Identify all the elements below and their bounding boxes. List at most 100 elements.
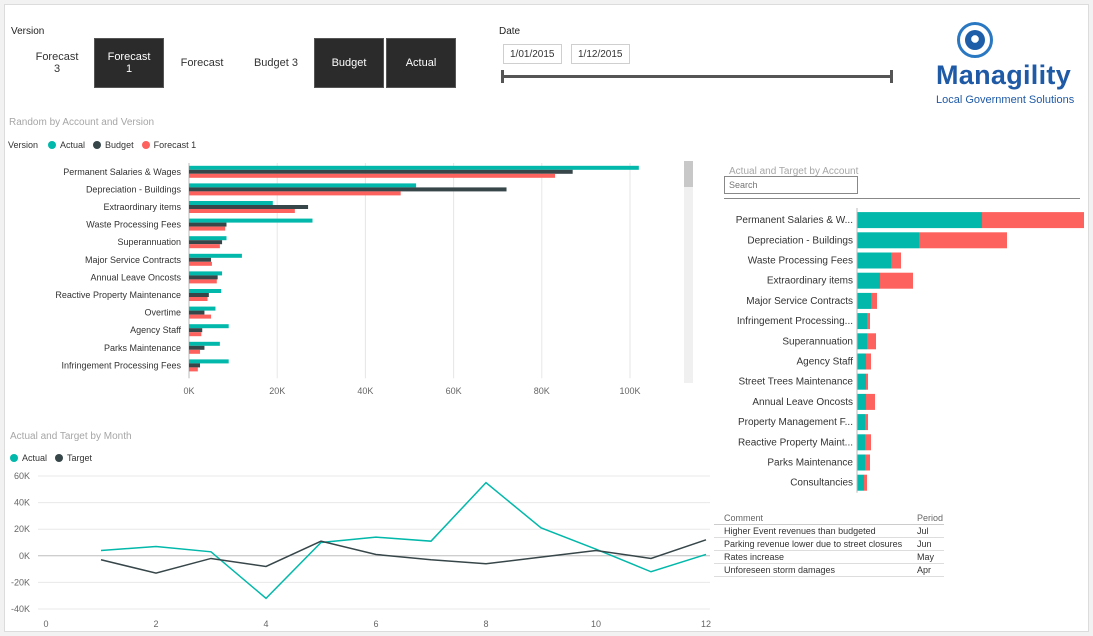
bar-target[interactable] bbox=[982, 212, 1084, 229]
bar-forecast-1[interactable] bbox=[189, 332, 202, 337]
bar-forecast-1[interactable] bbox=[189, 314, 212, 319]
legend-target-label[interactable]: Target bbox=[67, 453, 93, 463]
date-range-track[interactable] bbox=[501, 75, 891, 78]
comment-column-header[interactable]: Comment bbox=[714, 512, 908, 525]
bar-target[interactable] bbox=[865, 414, 868, 431]
bar-actual[interactable] bbox=[857, 454, 865, 471]
bar-actual[interactable] bbox=[189, 236, 227, 241]
bar-target[interactable] bbox=[919, 232, 1007, 249]
bar-actual[interactable] bbox=[189, 271, 223, 276]
bar-target[interactable] bbox=[866, 373, 868, 390]
comment-row[interactable]: Higher Event revenues than budgeted Jul bbox=[714, 524, 944, 538]
bar-target[interactable] bbox=[867, 333, 876, 350]
bar-actual[interactable] bbox=[857, 414, 865, 431]
bar-target[interactable] bbox=[880, 272, 913, 289]
bar-budget[interactable] bbox=[189, 205, 309, 209]
bar-actual[interactable] bbox=[189, 306, 216, 311]
bar-actual[interactable] bbox=[189, 218, 313, 223]
bar-actual[interactable] bbox=[857, 393, 866, 410]
category-label: Agency Staff bbox=[796, 357, 853, 368]
bar-forecast-1[interactable] bbox=[189, 244, 220, 249]
bar-forecast-1[interactable] bbox=[189, 297, 208, 301]
bar-forecast-1[interactable] bbox=[189, 209, 295, 213]
bar-actual[interactable] bbox=[189, 324, 229, 329]
bar-budget[interactable] bbox=[189, 222, 227, 227]
bar-actual[interactable] bbox=[857, 212, 982, 229]
bar-actual[interactable] bbox=[857, 252, 891, 269]
bar-actual[interactable] bbox=[189, 165, 639, 170]
bar-forecast-1[interactable] bbox=[189, 349, 201, 354]
bar-target[interactable] bbox=[865, 454, 870, 471]
bar-actual[interactable] bbox=[189, 289, 222, 293]
managility-logo-inner-icon bbox=[965, 30, 985, 50]
line-actual[interactable] bbox=[100, 481, 707, 600]
bar-actual[interactable] bbox=[857, 272, 880, 289]
bar-actual[interactable] bbox=[189, 183, 417, 188]
scrollbar-track[interactable] bbox=[684, 161, 693, 383]
bar-actual[interactable] bbox=[857, 373, 866, 390]
bar-actual[interactable] bbox=[857, 353, 866, 370]
version-option-budget[interactable]: Budget bbox=[314, 38, 384, 88]
bar-budget[interactable] bbox=[189, 169, 573, 174]
bar-actual[interactable] bbox=[857, 232, 919, 249]
bar-actual[interactable] bbox=[189, 341, 220, 346]
version-option-forecast[interactable]: Forecast bbox=[166, 38, 238, 88]
bar-forecast-1[interactable] bbox=[189, 279, 217, 284]
bar-budget[interactable] bbox=[189, 328, 203, 333]
legend-budget-label[interactable]: Budget bbox=[105, 140, 134, 150]
bar-forecast-1[interactable] bbox=[189, 261, 212, 266]
bar-target[interactable] bbox=[867, 313, 870, 330]
line-target[interactable] bbox=[100, 539, 707, 574]
bar-budget[interactable] bbox=[189, 240, 223, 245]
bar-target[interactable] bbox=[871, 292, 877, 309]
comment-row[interactable]: Rates increase May bbox=[714, 550, 944, 564]
version-option-forecast-1[interactable]: Forecast 1 bbox=[94, 38, 164, 88]
bar-target[interactable] bbox=[866, 393, 875, 410]
legend-actual-label[interactable]: Actual bbox=[60, 140, 86, 150]
version-slicer-title: Version bbox=[11, 26, 45, 37]
date-range-start-handle[interactable] bbox=[501, 70, 504, 83]
category-label: Extraordinary items bbox=[103, 202, 181, 212]
legend-forecast1-label[interactable]: Forecast 1 bbox=[153, 140, 197, 150]
legend-actual-swatch-icon bbox=[10, 454, 18, 462]
period-column-header[interactable]: Period bbox=[907, 512, 944, 525]
bar-budget[interactable] bbox=[189, 363, 201, 368]
bar-actual[interactable] bbox=[857, 313, 867, 330]
month-legend: Actual Target bbox=[10, 453, 92, 463]
legend-actual-label[interactable]: Actual bbox=[22, 453, 48, 463]
bar-forecast-1[interactable] bbox=[189, 226, 226, 231]
comment-row[interactable]: Unforeseen storm damages Apr bbox=[714, 563, 944, 577]
bar-budget[interactable] bbox=[189, 187, 507, 192]
bar-budget[interactable] bbox=[189, 293, 209, 297]
comment-row[interactable]: Parking revenue lower due to street clos… bbox=[714, 537, 944, 551]
version-option-actual[interactable]: Actual bbox=[386, 38, 456, 88]
bar-actual[interactable] bbox=[857, 333, 867, 350]
bar-actual[interactable] bbox=[189, 359, 229, 364]
bar-forecast-1[interactable] bbox=[189, 191, 401, 196]
bar-forecast-1[interactable] bbox=[189, 367, 198, 372]
bar-actual[interactable] bbox=[189, 201, 273, 205]
bar-actual[interactable] bbox=[857, 292, 871, 309]
bar-actual[interactable] bbox=[189, 253, 242, 258]
version-option-budget-3[interactable]: Budget 3 bbox=[240, 38, 312, 88]
comments-header-row: Comment Period bbox=[714, 512, 944, 525]
account-version-chart-title: Random by Account and Version bbox=[9, 117, 155, 128]
bar-budget[interactable] bbox=[189, 275, 218, 280]
bar-actual[interactable] bbox=[857, 474, 864, 491]
scrollbar-thumb[interactable] bbox=[684, 161, 693, 187]
bar-budget[interactable] bbox=[189, 310, 205, 315]
bar-target[interactable] bbox=[866, 353, 871, 370]
date-start-input[interactable]: 1/01/2015 bbox=[503, 44, 562, 64]
bar-target[interactable] bbox=[865, 434, 871, 451]
bar-budget[interactable] bbox=[189, 345, 205, 350]
bar-budget[interactable] bbox=[189, 257, 212, 262]
date-end-input[interactable]: 1/12/2015 bbox=[571, 44, 630, 64]
bar-target[interactable] bbox=[864, 474, 867, 491]
bar-actual[interactable] bbox=[857, 434, 865, 451]
date-range-end-handle[interactable] bbox=[890, 70, 893, 83]
version-option-forecast-3[interactable]: Forecast 3 bbox=[22, 38, 92, 88]
bar-forecast-1[interactable] bbox=[189, 173, 556, 178]
bar-target[interactable] bbox=[891, 252, 901, 269]
account-search-input[interactable] bbox=[724, 176, 858, 194]
logo-subtitle: Local Government Solutions bbox=[936, 94, 1075, 106]
